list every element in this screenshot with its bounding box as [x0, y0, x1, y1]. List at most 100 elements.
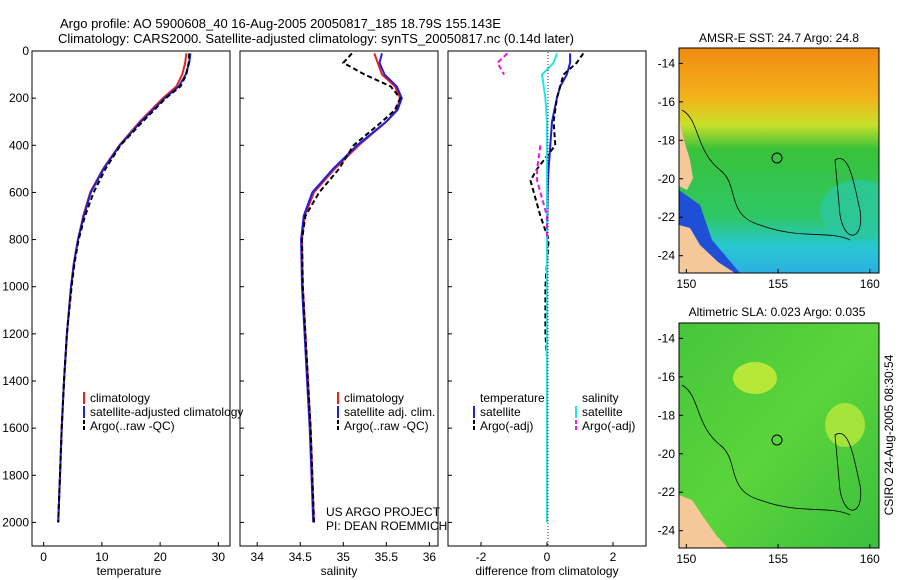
series-line-salinity-argo-adj--1 — [536, 145, 548, 240]
y-tick-label: 0 — [22, 44, 29, 58]
credit-line1: US ARGO PROJECT — [326, 505, 441, 519]
sst-land-australia — [679, 118, 735, 273]
map-y-tick-label: -18 — [658, 133, 676, 147]
sst-cool-patch — [820, 180, 879, 240]
legend-text-sal-argo: Argo(-adj) — [582, 419, 635, 433]
x-tick-label: 34 — [251, 550, 265, 564]
legend-text-sal-sat: satellite — [582, 405, 623, 419]
x-tick-label: 34.5 — [289, 550, 313, 564]
series-line-climatology-0 — [300, 53, 402, 523]
map-y-tick-label: -14 — [658, 331, 676, 345]
y-tick-label: 1000 — [2, 280, 29, 294]
series-line-climatology-0 — [57, 53, 188, 523]
legend-text-temp-argo: Argo(-adj) — [480, 419, 533, 433]
salinity-axes-frame — [239, 50, 439, 547]
salinity-ticks: 34 34.5 35 35.5 36 — [240, 50, 437, 564]
credit-line2: PI: DEAN ROEMMICH — [326, 519, 447, 533]
legend-text-argo: Argo(..raw -QC) — [344, 419, 429, 433]
series-line-satellite-adjusted-climatology-0 — [57, 53, 192, 523]
x-tick-label: 36 — [423, 550, 437, 564]
y-tick-label: 800 — [9, 233, 29, 247]
series-line-salinity-argo-adj--0 — [496, 52, 509, 76]
difference-panel: -2 0 2 difference from climatology tempera… — [447, 50, 647, 578]
map-y-tick-label: -24 — [658, 249, 676, 263]
series-line-temperature-argo-adj--0 — [529, 52, 585, 523]
difference-legend: temperature satellite Argo(-adj) salinit… — [473, 391, 635, 433]
map-x-tick-label: 155 — [768, 552, 788, 566]
y-tick-label: 600 — [9, 185, 29, 199]
x-tick-label: 0 — [544, 550, 551, 564]
argo-float-marker — [771, 152, 783, 164]
y-tick-label: 200 — [9, 91, 29, 105]
temperature-ticks: 0 10 20 30 0 200 400 600 800 1000 1200 1400 1600 1800… — [2, 44, 225, 564]
temperature-series-group — [57, 53, 192, 523]
series-line-temperature-satellite-0 — [546, 53, 572, 523]
series-line-salinity-satellite-0 — [540, 53, 558, 523]
map-y-tick-label: -20 — [658, 447, 676, 461]
y-tick-label: 1800 — [2, 468, 29, 482]
temperature-axes-frame — [31, 50, 231, 547]
map-y-tick-label: -16 — [658, 370, 676, 384]
sla-land-australia — [679, 495, 728, 548]
map-y-tick-label: -22 — [658, 485, 676, 499]
x-tick-label: 20 — [153, 550, 167, 564]
map-y-tick-label: -14 — [658, 56, 676, 70]
difference-series-group — [496, 52, 585, 523]
x-tick-label: 35.5 — [375, 550, 399, 564]
legend-text-sat-adj: satellite adj. clim. — [344, 405, 435, 419]
argo-float-marker — [771, 434, 783, 446]
legend-text-sat-adj: satellite-adjusted climatology — [90, 405, 243, 419]
legend-heading-salinity: salinity — [582, 391, 619, 405]
y-tick-label: 1400 — [2, 374, 29, 388]
sla-map: Altimetric SLA: 0.023 Argo: 0.035 150 155… — [658, 305, 881, 566]
figure-title-line1: Argo profile: AO 5900608_40 16-Aug-2005 … — [60, 16, 501, 31]
salinity-panel: 34 34.5 35 35.5 36 salinity climatology sate… — [239, 50, 447, 578]
sla-high-patch — [733, 362, 777, 394]
sla-map-frame — [678, 322, 880, 549]
x-tick-label: 10 — [95, 550, 109, 564]
series-line-argo-raw-qc--0 — [57, 53, 191, 523]
map-y-tick-label: -20 — [658, 172, 676, 186]
sla-map-ticks: 150 155 160 -14 -16 -18 -20 -22 -24 — [658, 331, 881, 566]
legend-text-temp-sat: satellite — [480, 405, 521, 419]
y-tick-label: 2000 — [2, 515, 29, 529]
y-tick-label: 400 — [9, 138, 29, 152]
sst-map: AMSR-E SST: 24.7 Argo: 24.8 150 155 160 -14… — [658, 31, 881, 291]
side-timestamp-label: CSIRO 24-Aug-2005 08:30:54 — [882, 354, 896, 515]
map-x-tick-label: 160 — [860, 552, 880, 566]
sst-contour — [681, 109, 862, 241]
y-tick-label: 1600 — [2, 421, 29, 435]
map-x-tick-label: 150 — [676, 277, 696, 291]
sla-map-title: Altimetric SLA: 0.023 Argo: 0.035 — [689, 305, 866, 319]
legend-heading-temperature: temperature — [480, 391, 545, 405]
salinity-legend: climatology satellite adj. clim. Argo(..… — [337, 391, 435, 433]
salinity-series-group — [300, 52, 403, 523]
difference-ticks: -2 0 2 — [448, 50, 617, 564]
temperature-legend: climatology satellite-adjusted climatolo… — [83, 391, 243, 433]
map-x-tick-label: 160 — [860, 277, 880, 291]
x-tick-label: 0 — [40, 550, 47, 564]
temperature-xlabel: temperature — [97, 564, 162, 578]
x-tick-label: 2 — [610, 550, 617, 564]
sla-contour — [681, 384, 862, 516]
salinity-xlabel: salinity — [321, 564, 358, 578]
map-y-tick-label: -24 — [658, 524, 676, 538]
difference-xlabel: difference from climatology — [475, 564, 618, 578]
legend-text-climatology: climatology — [90, 391, 150, 405]
series-line-satellite-adj-clim--0 — [300, 53, 403, 523]
sla-high-patch-2 — [825, 403, 865, 447]
sst-map-frame — [678, 47, 880, 274]
x-tick-label: 35 — [337, 550, 351, 564]
map-x-tick-label: 155 — [768, 277, 788, 291]
temperature-panel: 0 10 20 30 0 200 400 600 800 1000 1200 1400 1600 1800… — [2, 44, 243, 578]
legend-text-climatology: climatology — [344, 391, 404, 405]
x-tick-label: 30 — [212, 550, 226, 564]
map-y-tick-label: -16 — [658, 95, 676, 109]
legend-text-argo: Argo(..raw -QC) — [90, 419, 175, 433]
map-y-tick-label: -22 — [658, 210, 676, 224]
sst-map-title: AMSR-E SST: 24.7 Argo: 24.8 — [699, 31, 859, 45]
figure-title-line2: Climatology: CARS2000. Satellite-adjuste… — [58, 31, 574, 46]
series-line-argo-raw-qc--0 — [300, 52, 402, 523]
x-tick-label: -2 — [476, 550, 487, 564]
